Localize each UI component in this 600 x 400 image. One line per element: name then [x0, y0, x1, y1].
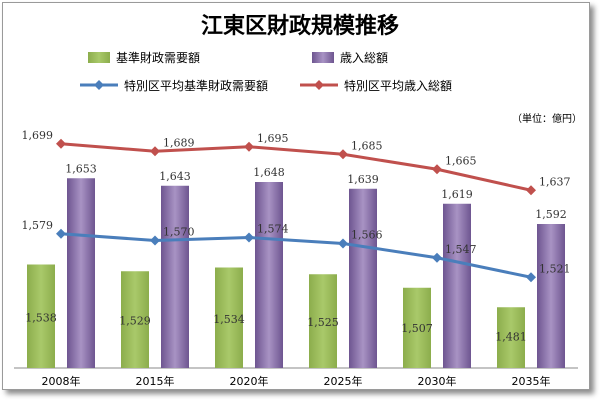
unit-note: （単位：億円）	[512, 114, 582, 125]
line-label-avg-demand-4: 1,547	[445, 243, 477, 256]
bar-demand-3	[309, 274, 337, 368]
line-label-avg-revenue-1: 1,689	[163, 136, 195, 149]
legend-swatch-bar2	[312, 52, 334, 63]
bar-label-demand-0: 1,538	[25, 311, 57, 324]
bar-demand-2	[215, 267, 243, 368]
legend-label-bar1: 基準財政需要額	[116, 50, 200, 65]
bar-label-demand-3: 1,525	[307, 316, 339, 329]
line-label-avg-demand-1: 1,570	[163, 226, 195, 239]
line-label-avg-revenue-3: 1,685	[351, 139, 383, 152]
legend: 基準財政需要額 歳入総額 特別区平均基準財政需要額 特別区平均歳入総額	[80, 50, 452, 93]
chart-frame	[2, 2, 590, 390]
bar-label-revenue-2: 1,648	[253, 166, 285, 179]
bar-revenue-5	[537, 224, 565, 368]
point-avg-revenue-4	[432, 164, 442, 175]
x-tick-label-4: 2030年	[418, 374, 457, 388]
line-label-avg-revenue-0: 1,699	[22, 129, 54, 142]
bar-label-revenue-3: 1,639	[347, 173, 379, 186]
bar-label-demand-4: 1,507	[401, 322, 433, 335]
bar-revenue-2	[255, 182, 283, 368]
legend-label-line1: 特別区平均基準財政需要額	[124, 78, 268, 93]
line-label-avg-revenue-4: 1,665	[445, 154, 477, 167]
line-label-avg-revenue-2: 1,695	[257, 132, 289, 145]
x-tick-label-5: 2035年	[512, 374, 551, 388]
x-tick-label-2: 2020年	[230, 374, 269, 388]
line-label-avg-demand-2: 1,574	[257, 223, 289, 236]
line-avg-demand	[60, 232, 532, 279]
x-tick-label-1: 2015年	[136, 374, 175, 388]
bar-demand-0	[27, 264, 55, 368]
bar-label-revenue-5: 1,592	[535, 208, 567, 221]
point-avg-demand-5	[526, 272, 536, 283]
point-avg-demand-3	[338, 238, 348, 249]
point-avg-demand-1	[150, 235, 160, 246]
bar-demand-4	[403, 287, 431, 368]
point-avg-revenue-5	[526, 185, 536, 196]
legend-marker-avg-demand	[94, 80, 104, 90]
legend-label-bar2: 歳入総額	[340, 51, 388, 65]
x-tick-label-3: 2025年	[324, 374, 363, 388]
bar-label-demand-5: 1,481	[495, 331, 527, 344]
bar-demand-5	[497, 307, 525, 368]
legend-label-line2: 特別区平均歳入総額	[344, 78, 452, 93]
point-avg-revenue-3	[338, 149, 348, 160]
x-tick-label-0: 2008年	[42, 374, 81, 388]
bar-demand-1	[121, 271, 149, 368]
bar-revenue-0	[67, 178, 95, 368]
bar-revenue-1	[161, 185, 189, 368]
line-label-avg-demand-0: 1,579	[22, 219, 54, 232]
bar-label-revenue-1: 1,643	[159, 170, 191, 183]
line-avg-revenue	[60, 142, 532, 192]
bar-label-revenue-0: 1,653	[65, 162, 97, 175]
line-label-avg-demand-5: 1,521	[539, 262, 571, 275]
bar-revenue-3	[349, 188, 377, 368]
point-avg-revenue-2	[244, 141, 254, 152]
point-avg-demand-2	[244, 232, 254, 243]
line-label-avg-demand-3: 1,566	[351, 229, 383, 242]
bar-label-demand-2: 1,534	[213, 313, 245, 326]
bar-label-revenue-4: 1,619	[441, 188, 473, 201]
point-avg-demand-0	[56, 228, 66, 239]
bar-label-demand-1: 1,529	[119, 314, 151, 327]
chart-title: 江東区財政規模推移	[200, 14, 399, 39]
point-avg-revenue-1	[150, 146, 160, 157]
point-avg-demand-4	[432, 252, 442, 263]
bar-revenue-4	[443, 203, 471, 368]
legend-marker-avg-revenue	[314, 80, 324, 90]
legend-swatch-bar1	[88, 52, 110, 63]
point-avg-revenue-0	[56, 138, 66, 149]
line-label-avg-revenue-5: 1,637	[539, 175, 571, 188]
